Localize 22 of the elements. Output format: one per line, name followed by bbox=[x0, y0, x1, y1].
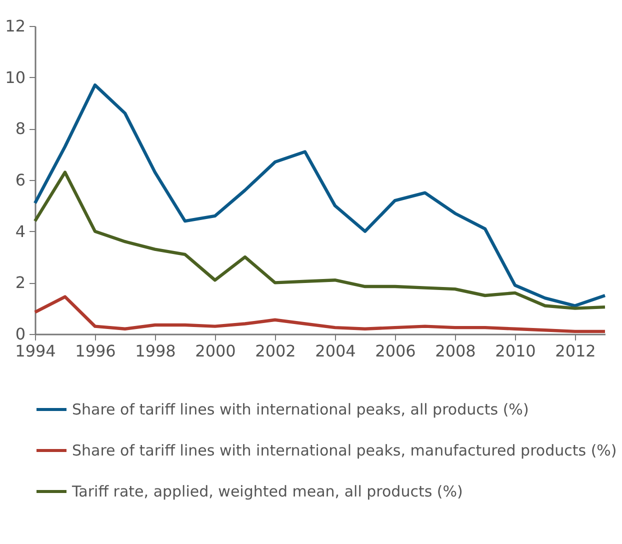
y-tick-label: 0 bbox=[15, 324, 26, 344]
x-tick-label: 2010 bbox=[495, 342, 536, 360]
x-tick-label: 2008 bbox=[435, 342, 476, 360]
x-tick-label: 2002 bbox=[255, 342, 296, 360]
x-tick-label: 2004 bbox=[315, 342, 356, 360]
y-tick-label: 2 bbox=[15, 273, 26, 292]
y-tick-label: 10 bbox=[5, 68, 26, 87]
legend-label: Share of tariff lines with international peaks, manufactured products (%) bbox=[72, 442, 617, 460]
line-series bbox=[33, 83, 607, 308]
y-tick-label: 8 bbox=[15, 119, 26, 138]
x-tick-label: 2012 bbox=[555, 342, 596, 360]
x-tick-label: 2000 bbox=[195, 342, 236, 360]
x-tick-label: 1994 bbox=[15, 342, 56, 360]
y-tick-label: 6 bbox=[15, 170, 26, 190]
x-tick-label: 2006 bbox=[375, 342, 416, 360]
legend-label: Tariff rate, applied, weighted mean, all products (%) bbox=[71, 482, 463, 500]
line-series bbox=[33, 170, 607, 310]
x-tick-label: 1998 bbox=[135, 342, 176, 360]
y-tick-label: 4 bbox=[15, 222, 26, 241]
legend-label: Share of tariff lines with international peaks, all products (%) bbox=[72, 400, 529, 418]
y-tick-label: 12 bbox=[5, 16, 26, 36]
x-tick-label: 1996 bbox=[75, 342, 116, 360]
